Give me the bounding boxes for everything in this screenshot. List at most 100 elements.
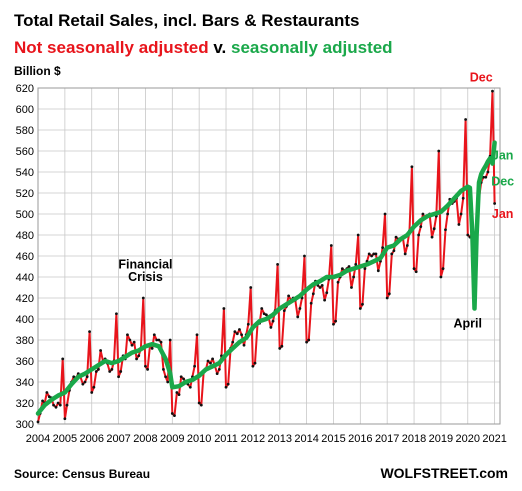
nsa-data-point <box>242 343 246 347</box>
nsa-data-point <box>484 175 488 179</box>
sa-series-line <box>35 140 497 416</box>
nsa-data-point <box>264 313 268 317</box>
nsa-data-point <box>193 364 196 368</box>
nsa-data-point <box>493 202 497 205</box>
gridlines <box>37 87 501 425</box>
nsa-data-point <box>65 403 69 407</box>
x-tick-label: 2015 <box>321 433 345 445</box>
nsa-data-point <box>182 377 185 381</box>
annotation-label: April <box>454 316 482 330</box>
nsa-data-point <box>157 338 161 342</box>
nsa-data-point <box>195 333 199 337</box>
annotation-label: Dec <box>491 175 514 189</box>
nsa-data-point <box>262 312 266 316</box>
y-tick-label: 380 <box>16 335 34 347</box>
nsa-data-point <box>350 286 353 289</box>
nsa-data-point <box>47 395 51 399</box>
x-tick-label: 2021 <box>482 433 506 445</box>
nsa-data-point <box>146 368 149 371</box>
nsa-data-point <box>224 385 228 389</box>
nsa-data-point <box>162 368 165 371</box>
nsa-data-point <box>405 244 409 247</box>
nsa-data-point <box>309 301 313 305</box>
nsa-data-point <box>356 233 360 237</box>
nsa-data-point <box>197 401 201 405</box>
y-tick-label: 460 <box>16 251 34 263</box>
nsa-data-point <box>260 307 264 310</box>
nsa-data-point <box>88 330 91 333</box>
nsa-data-point <box>430 235 434 239</box>
annotation-label: Crisis <box>128 270 163 284</box>
nsa-data-point <box>233 330 237 333</box>
nsa-data-point <box>354 263 358 266</box>
x-tick-label: 2008 <box>133 433 157 445</box>
x-tick-label: 2004 <box>26 433 50 445</box>
nsa-data-point <box>298 307 302 310</box>
subtitle-sep: v. <box>209 38 231 57</box>
nsa-data-point <box>419 225 423 229</box>
nsa-data-point <box>296 315 300 319</box>
nsa-data-point <box>119 370 123 373</box>
nsa-data-point <box>61 357 65 361</box>
nsa-data-point <box>179 375 183 379</box>
nsa-data-point <box>166 380 170 384</box>
nsa-data-point <box>390 252 394 256</box>
nsa-data-point <box>287 294 291 298</box>
nsa-data-point <box>347 265 351 268</box>
brand-label: WOLFSTREET.com <box>380 465 508 481</box>
x-tick-label: 2016 <box>348 433 372 445</box>
subtitle-sa: seasonally adjusted <box>231 38 393 57</box>
x-tick-label: 2017 <box>375 433 399 445</box>
nsa-data-point <box>52 403 55 407</box>
nsa-data-point <box>412 267 416 270</box>
nsa-data-point <box>403 252 407 256</box>
y-tick-label: 360 <box>16 356 34 368</box>
nsa-data-point <box>486 170 490 174</box>
nsa-data-point <box>235 332 239 336</box>
nsa-data-point <box>36 420 40 424</box>
nsa-data-point <box>173 414 176 417</box>
nsa-data-point <box>383 212 387 216</box>
nsa-data-point <box>99 349 102 352</box>
y-tick-label: 320 <box>16 398 34 410</box>
nsa-data-point <box>130 343 134 347</box>
chart-title: Total Retail Sales, incl. Bars & Restaur… <box>14 11 359 30</box>
x-tick-label: 2006 <box>79 433 103 445</box>
nsa-data-point <box>318 286 322 289</box>
y-tick-label: 400 <box>16 314 34 326</box>
nsa-data-point <box>282 309 286 312</box>
nsa-data-point <box>358 307 362 310</box>
nsa-data-point <box>417 233 421 237</box>
nsa-data-point <box>437 149 441 153</box>
nsa-data-point <box>414 270 418 274</box>
nsa-data-point <box>170 412 174 415</box>
nsa-data-point <box>54 405 58 409</box>
nsa-data-point <box>152 333 156 337</box>
nsa-data-point <box>466 233 470 237</box>
nsa-data-point <box>83 380 87 384</box>
nsa-data-point <box>58 403 62 407</box>
nsa-data-point <box>307 338 311 342</box>
nsa-data-point <box>97 368 100 371</box>
nsa-data-point <box>323 298 327 302</box>
y-tick-labels: 300 320 340 360 380 400 420 440 460 480 500 520 540 5… <box>16 83 34 431</box>
nsa-data-point <box>280 344 284 348</box>
y-tick-label: 500 <box>16 209 34 221</box>
nsa-data-point <box>117 375 120 379</box>
y-tick-label: 440 <box>16 272 34 284</box>
nsa-data-point <box>72 375 76 379</box>
nsa-data-point <box>217 368 221 371</box>
nsa-data-point <box>168 338 172 342</box>
nsa-data-point <box>363 267 367 270</box>
nsa-data-point <box>135 357 138 361</box>
nsa-data-point <box>459 212 463 216</box>
nsa-data-point <box>464 118 468 121</box>
nsa-data-point <box>164 375 167 379</box>
nsa-data-point <box>329 244 333 247</box>
nsa-series-line <box>37 90 496 423</box>
subtitle-nsa: Not seasonally adjusted <box>14 38 209 57</box>
nsa-data-point <box>381 246 385 250</box>
nsa-data-point <box>305 340 309 344</box>
nsa-data-point <box>432 227 436 231</box>
